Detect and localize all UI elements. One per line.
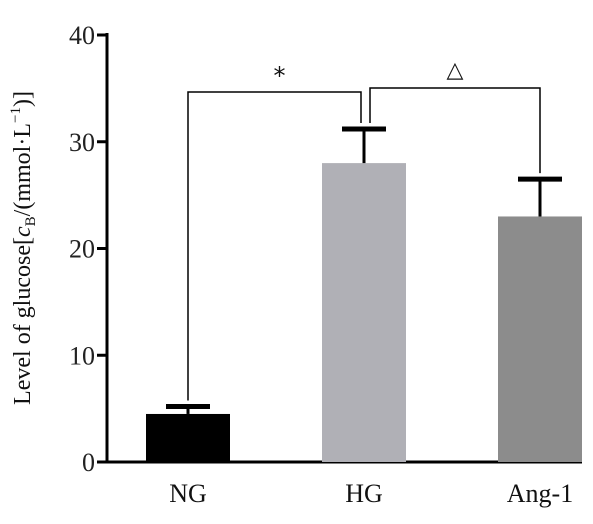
bars xyxy=(146,163,582,462)
significance-bracket-ng-hg xyxy=(187,91,362,401)
significance-marker-star: * xyxy=(274,62,286,90)
bar-ng xyxy=(146,413,230,462)
y-tick-label: 30 xyxy=(69,128,95,157)
category-labels: NG HG Ang-1 xyxy=(169,479,573,508)
x-tick-label: NG xyxy=(169,479,207,508)
bar-hg xyxy=(322,163,406,462)
y-tick-label: 40 xyxy=(69,21,95,50)
x-tick-label: Ang-1 xyxy=(507,479,573,508)
y-tick-label: 20 xyxy=(69,235,95,264)
bar-ang-1 xyxy=(498,216,582,462)
x-tick-label: HG xyxy=(345,479,383,508)
y-axis-label: Level of glucose[cB/(mmol·L−1)] xyxy=(8,91,39,405)
error-bars xyxy=(166,126,562,414)
y-tick-label: 10 xyxy=(69,341,95,370)
significance-bracket-hg-ang1 xyxy=(369,87,541,174)
y-tick-label: 0 xyxy=(82,448,95,477)
y-axis-title: Level of glucose[cB/(mmol·L−1)] xyxy=(8,91,39,405)
significance-brackets: * △ xyxy=(187,58,541,401)
significance-marker-triangle: △ xyxy=(447,58,464,83)
